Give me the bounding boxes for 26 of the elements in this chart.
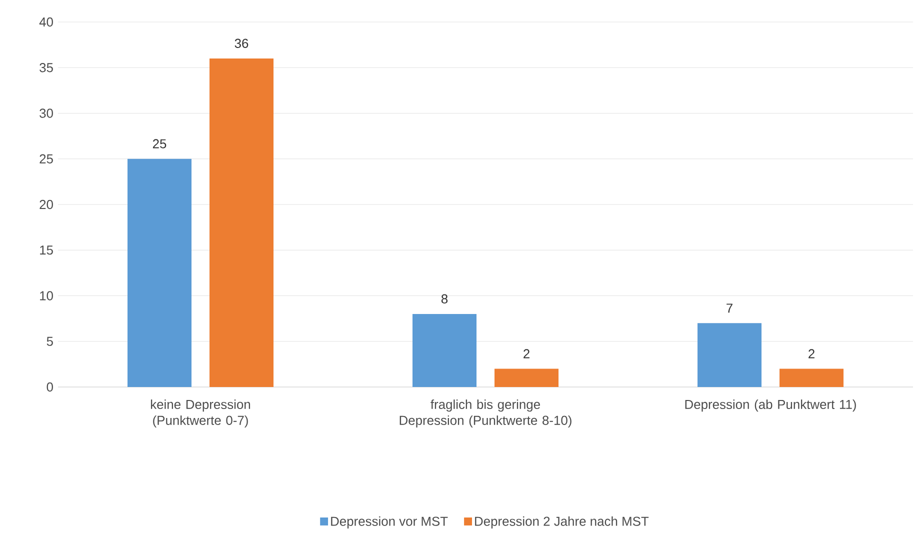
y-tick-label: 0 (46, 382, 53, 392)
bar (412, 314, 477, 387)
data-label: 2 (524, 349, 530, 358)
y-tick-label: 5 (46, 336, 53, 346)
y-tick-label: 10 (40, 291, 53, 300)
data-label: 25 (152, 139, 166, 148)
x-tick-label: Depression (ab Punktwert 11) (685, 400, 856, 412)
y-tick-label: 35 (40, 63, 53, 72)
y-tick-label: 25 (40, 154, 53, 164)
legend-label: Depression vor MST (331, 516, 448, 528)
x-tick-label: fraglich bis geringe Depression (Punktwerte 8-10) (400, 400, 572, 428)
bar (780, 368, 844, 387)
y-tick-label: 30 (40, 108, 53, 118)
bar (128, 158, 192, 387)
y-tick-label: 40 (39, 17, 53, 27)
bar (698, 323, 762, 387)
data-label: 8 (441, 294, 448, 304)
bar (210, 58, 274, 387)
y-tick-label: 15 (40, 246, 53, 255)
data-label: 36 (234, 38, 248, 48)
bar (494, 368, 559, 387)
x-tick-label: keine Depression (Punktwerte 0-7) (150, 400, 250, 428)
y-tick-label: 20 (40, 200, 53, 210)
data-label: 2 (808, 349, 814, 358)
legend-label: Depression 2 Jahre nach MST (475, 516, 649, 528)
data-label: 7 (726, 304, 732, 313)
